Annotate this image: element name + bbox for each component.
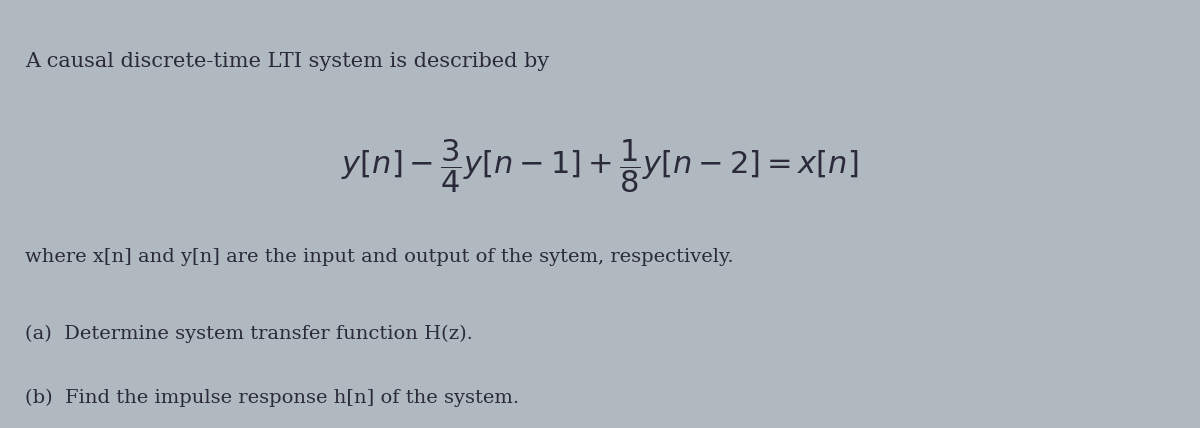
Text: where x[n] and y[n] are the input and output of the sytem, respectively.: where x[n] and y[n] are the input and ou…: [25, 248, 734, 266]
Text: A causal discrete-time LTI system is described by: A causal discrete-time LTI system is des…: [25, 52, 550, 71]
Text: (a)  Determine system transfer function H(z).: (a) Determine system transfer function H…: [25, 324, 473, 343]
Text: $y[n] - \dfrac{3}{4}y[n-1] + \dfrac{1}{8}y[n-2] = x[n]$: $y[n] - \dfrac{3}{4}y[n-1] + \dfrac{1}{8…: [341, 137, 859, 195]
Text: (b)  Find the impulse response h[n] of the system.: (b) Find the impulse response h[n] of th…: [25, 388, 520, 407]
